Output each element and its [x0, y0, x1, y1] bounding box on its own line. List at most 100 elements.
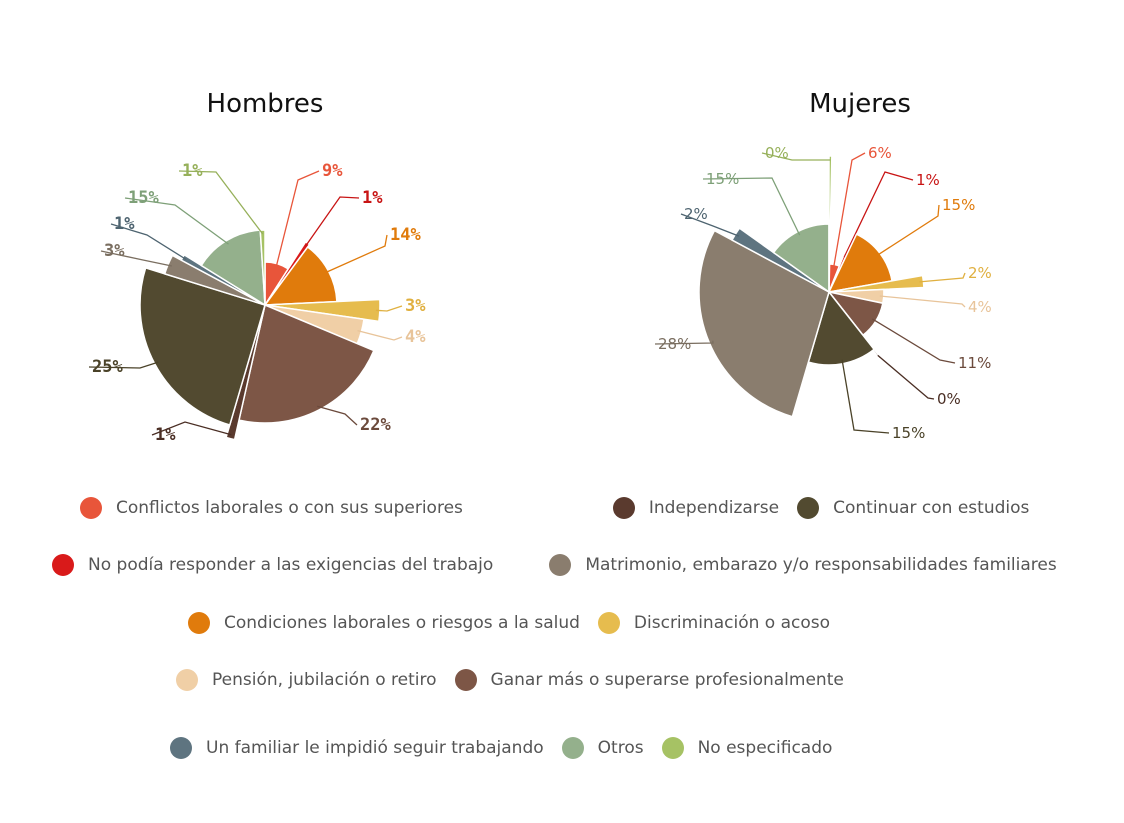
legend-dot [597, 612, 620, 634]
data-label-continuar-con-estudios: 25% [92, 357, 123, 377]
data-label-condiciones-laborales-o-riesgos-a-la-salud: 14% [390, 225, 421, 245]
leader-line [88, 361, 159, 369]
legend-item: No especificado [661, 737, 833, 759]
leader-line [178, 170, 264, 235]
leader-line [879, 295, 966, 308]
data-label-un-familiar-le-impidio-seguir-trabajando: 1% [114, 214, 135, 234]
leader-line [151, 421, 232, 436]
legend-item: Discriminación o acoso [597, 612, 831, 634]
legend-row-4: Pensión, jubilación o retiro Ganar más o… [176, 669, 862, 691]
leader-line [841, 359, 890, 434]
pie-slice-continuar-con-estudios [139, 266, 266, 426]
data-label-ganar-mas-o-superarse-profesionalmente: 11% [958, 354, 991, 372]
legend-label: No especificado [697, 738, 833, 758]
data-label-no-especificado: 1% [182, 161, 203, 181]
leader-line [110, 223, 187, 261]
leader-line [375, 305, 403, 312]
legend-row-5: Un familiar le impidió seguir trabajando… [170, 737, 850, 759]
legend-row-3: Condiciones laborales o riesgos a la sal… [188, 612, 848, 634]
legend-dot [170, 737, 192, 759]
data-label-pension-jubilacion-o-retiro: 4% [405, 327, 426, 347]
legend-label: No podía responder a las exigencias del … [88, 555, 494, 575]
leader-line [871, 318, 956, 364]
pie-slice-un-familiar-le-impidio-seguir-trabajando [731, 227, 830, 293]
legend-label: Conflictos laborales o con sus superiore… [116, 498, 463, 518]
pie-slice-matrimonio-embarazo-y-o-responsabilidades-familiares [698, 229, 830, 418]
legend-item: Ganar más o superarse profesionalmente [454, 669, 844, 691]
pie-slice-matrimonio-embarazo-y-o-responsabilidades-familiares [163, 254, 266, 306]
leader-line [877, 354, 935, 400]
charts-area: Hombres Mujeres 9%1%14%3%4%22%1%25%3%1%1… [88, 89, 992, 445]
legend-item: Independizarse [612, 497, 780, 519]
data-label-discriminacion-o-acoso: 2% [968, 264, 992, 282]
legend-item: No podía responder a las exigencias del … [52, 554, 493, 576]
legend-item: Matrimonio, embarazo y/o responsabilidad… [549, 554, 1057, 576]
legend-dot [176, 669, 198, 691]
data-label-otros: 15% [706, 170, 739, 188]
data-label-no-especificado: 0% [765, 144, 789, 162]
data-label-independizarse: 1% [155, 425, 176, 445]
legend-item: Condiciones laborales o riesgos a la sal… [188, 612, 580, 634]
leader-line [275, 170, 320, 268]
legend-label: Un familiar le impidió seguir trabajando [206, 738, 544, 758]
legend-item: Continuar con estudios [797, 497, 1029, 519]
legend-label: Independizarse [648, 498, 780, 518]
data-label-no-podia-responder-a-las-exigencias-del-trabajo: 1% [916, 171, 940, 189]
leader-line [324, 234, 388, 274]
data-label-independizarse: 0% [937, 390, 961, 408]
data-label-no-podia-responder-a-las-exigencias-del-trabajo: 1% [362, 188, 383, 208]
data-label-matrimonio-embarazo-y-o-responsabilidades-familiares: 28% [658, 335, 691, 353]
leader-line [832, 152, 866, 269]
chart-title-mujeres: Mujeres [809, 89, 911, 119]
data-label-pension-jubilacion-o-retiro: 4% [968, 298, 992, 316]
leader-line [876, 204, 940, 257]
leader-line [357, 329, 403, 341]
data-label-continuar-con-estudios: 15% [892, 424, 925, 442]
legend-dot [52, 554, 74, 576]
legend-label: Condiciones laborales o riesgos a la sal… [224, 613, 580, 633]
data-label-discriminacion-o-acoso: 3% [405, 296, 426, 316]
data-label-conflictos-laborales-o-con-sus-superiores: 9% [322, 161, 343, 181]
leader-line [702, 177, 801, 236]
pie-mujeres: 6%1%15%2%4%11%0%15%28%2%15%0% [654, 144, 992, 442]
legend-dot [661, 737, 684, 759]
legend-dot [454, 669, 477, 691]
data-label-condiciones-laborales-o-riesgos-a-la-salud: 15% [942, 196, 975, 214]
pie-hombres: 9% 1% 14% 3% 4% 22% 1% 25% 3% 1% 15% 1% [88, 161, 426, 445]
legend-label: Ganar más o superarse profesionalmente [490, 670, 844, 690]
leader-line [680, 213, 740, 237]
legend-dot [612, 497, 635, 519]
data-label-ganar-mas-o-superarse-profesionalmente: 22% [360, 415, 391, 435]
leader-line [843, 171, 914, 258]
legend-dot [188, 612, 210, 634]
legend-dot [561, 737, 584, 759]
legend-item: Un familiar le impidió seguir trabajando [170, 737, 544, 759]
legend-row-2: No podía responder a las exigencias del … [52, 554, 1075, 576]
data-label-otros: 15% [128, 188, 159, 208]
legend-item: Otros [561, 737, 644, 759]
leader-line [919, 272, 966, 283]
legend-dot [80, 497, 102, 519]
legend-dot [549, 554, 572, 576]
legend-label: Otros [597, 738, 644, 758]
data-label-conflictos-laborales-o-con-sus-superiores: 6% [868, 144, 892, 162]
leader-line [304, 196, 360, 247]
legend-label: Pensión, jubilación o retiro [212, 670, 437, 690]
leader-line [100, 250, 172, 267]
chart-title-hombres: Hombres [207, 89, 324, 119]
legend-item: Conflictos laborales o con sus superiore… [80, 497, 463, 519]
pie-slice-ganar-mas-o-superarse-profesionalmente [238, 303, 375, 424]
legend-row-1: Conflictos laborales o con sus superiore… [80, 497, 1047, 519]
leader-line [124, 197, 229, 245]
leader-line [761, 152, 831, 161]
data-label-matrimonio-embarazo-y-o-responsabilidades-familiares: 3% [104, 241, 125, 261]
legend-label: Discriminación o acoso [633, 613, 831, 633]
legend-dot [797, 497, 820, 519]
legend-item: Pensión, jubilación o retiro [176, 669, 437, 691]
data-label-un-familiar-le-impidio-seguir-trabajando: 2% [684, 205, 708, 223]
pie-slice-no-especificado [828, 155, 833, 293]
leader-line [654, 340, 714, 345]
legend-label: Continuar con estudios [833, 498, 1030, 518]
pie-slice-otros [200, 229, 266, 307]
leader-line [317, 405, 358, 426]
